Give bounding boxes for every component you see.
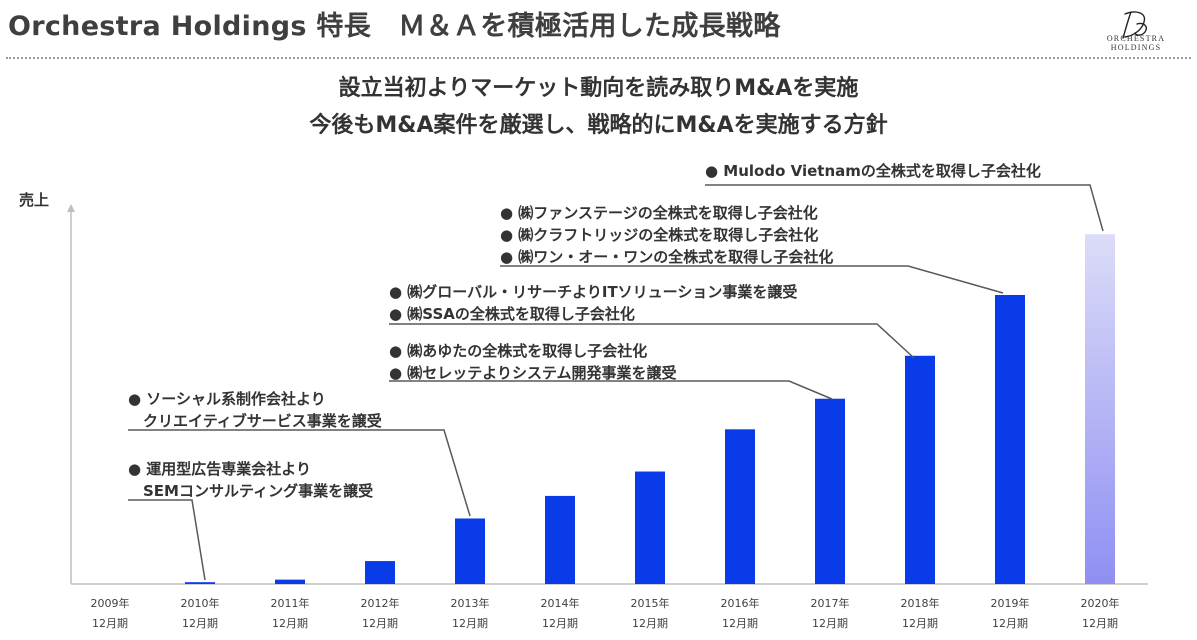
x-tick-year-1: 2009年 [91,596,130,610]
company-logo: ORCHESTRA HOLDINGS [1081,8,1191,54]
x-tick-period-10: 12月期 [902,617,938,630]
bar-9 [815,398,845,584]
x-tick-year-2: 2010年 [181,596,220,610]
x-tick-year-10: 2018年 [901,596,940,610]
x-tick-year-9: 2017年 [811,596,850,610]
x-tick-year-12: 2020年 [1081,596,1120,610]
x-tick-year-3: 2011年 [271,596,310,610]
bar-3 [275,579,305,584]
x-tick-year-6: 2014年 [541,596,580,610]
annotation-4-leader-line [389,323,915,359]
logo-mark-icon [1122,11,1147,39]
annotation-4-line-1: ● ㈱グローバル・リサーチよりITソリューション事業を譲受 [389,283,797,301]
annotation-1-leader-line [128,499,206,581]
annotation-2-leader-line [128,429,471,517]
bar-12 [1085,234,1115,585]
annotation-2-line-1: ● ソーシャル系制作会社より [128,390,326,408]
annotation-5-line-3: ● ㈱ワン・オー・ワンの全株式を取得し子会社化 [500,248,833,266]
logo-text: ORCHESTRA HOLDINGS [1106,34,1166,52]
bar-4 [365,561,395,584]
annotation-5-line-2: ● ㈱クラフトリッジの全株式を取得し子会社化 [500,226,818,244]
header-divider [6,57,1191,59]
x-tick-period-1: 12月期 [92,617,128,630]
annotation-4-line-2: ● ㈱SSAの全株式を取得し子会社化 [389,305,635,323]
headline-line-2: 今後もM&A案件を厳選し、戦略的にM&Aを実施する方針 [309,113,888,138]
annotation-5-leader-line [500,265,1004,294]
x-tick-year-7: 2015年 [631,596,670,610]
page-title: Orchestra Holdings 特長 Ｍ＆Ａを積極活用した成長戦略 [8,11,781,42]
bar-10 [905,355,935,584]
x-tick-period-3: 12月期 [272,617,308,630]
x-tick-year-4: 2012年 [361,596,400,610]
bar-2 [185,582,215,584]
headline-line-1: 設立当初よりマーケット動向を読み取りM&Aを実施 [338,76,859,101]
x-tick-period-12: 12月期 [1082,617,1118,630]
annotation-6-leader-line [705,184,1104,232]
x-tick-period-8: 12月期 [722,617,758,630]
bar-6 [545,495,575,584]
bar-5 [455,518,485,584]
x-tick-year-11: 2019年 [991,596,1030,610]
bar-8 [725,429,755,584]
annotation-3-leader-line [389,380,833,400]
x-tick-period-6: 12月期 [542,617,578,630]
x-tick-period-2: 12月期 [182,617,218,630]
annotation-1-line-1: ● 運用型広告専業会社より [128,460,311,478]
x-tick-period-7: 12月期 [632,617,668,630]
y-axis-label: 売上 [19,191,49,209]
y-axis-arrow-icon [67,204,75,212]
annotation-3-line-2: ● ㈱セレッテよりシステム開発事業を譲受 [389,364,677,382]
x-tick-period-5: 12月期 [452,617,488,630]
x-tick-period-9: 12月期 [812,617,848,630]
annotation-1-line-2: SEMコンサルティング事業を譲受 [128,482,373,500]
x-tick-period-11: 12月期 [992,617,1028,630]
x-tick-period-4: 12月期 [362,617,398,630]
bar-11 [995,294,1025,584]
annotation-3-line-1: ● ㈱あゆたの全株式を取得し子会社化 [389,342,647,360]
annotation-6-line-1: ● Mulodo Vietnamの全株式を取得し子会社化 [705,162,1041,180]
bar-7 [635,471,665,584]
annotation-2-line-2: クリエイティブサービス事業を譲受 [128,412,382,430]
x-tick-year-5: 2013年 [451,596,490,610]
x-tick-year-8: 2016年 [721,596,760,610]
annotation-5-line-1: ● ㈱ファンステージの全株式を取得し子会社化 [500,204,818,222]
